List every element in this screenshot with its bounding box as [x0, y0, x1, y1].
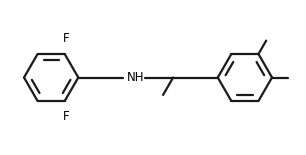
Text: F: F	[63, 110, 69, 122]
Text: F: F	[63, 33, 69, 45]
Text: NH: NH	[127, 71, 145, 84]
